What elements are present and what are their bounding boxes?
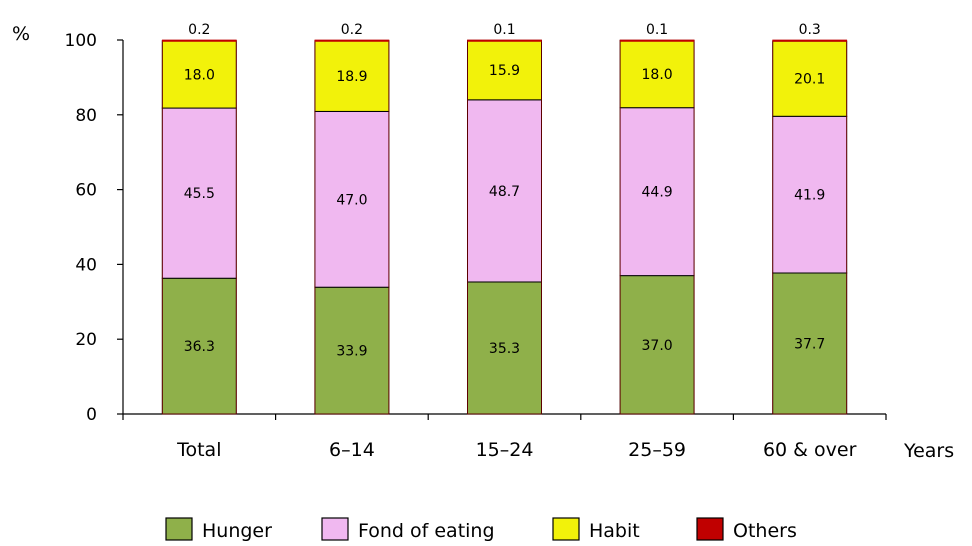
y-tick-label: 100: [65, 31, 97, 51]
legend-swatch-hunger: [165, 517, 193, 541]
y-unit-label: %: [12, 23, 30, 45]
data-label: 18.0: [184, 67, 215, 83]
data-label: 37.7: [794, 337, 825, 353]
bar-segment-fond-of-eating: [314, 110, 390, 288]
legend-label: Hunger: [202, 520, 272, 542]
legend-label: Others: [733, 520, 797, 542]
bar-segment-fond-of-eating: [619, 107, 695, 277]
bar-outline: [314, 39, 390, 415]
axes: 0 20 40 60 80 100 Total 6–14 15–24 25–59 60 & over: [65, 31, 887, 461]
data-label: 0.1: [646, 22, 668, 38]
bar-segment-habit: [772, 40, 848, 117]
data-label: 45.5: [184, 186, 215, 202]
x-category-label: Total: [176, 439, 221, 461]
data-label: 36.3: [184, 339, 215, 355]
data-label: 15.9: [489, 63, 520, 79]
bar-segment-habit: [619, 39, 695, 109]
legend-label: Fond of eating: [358, 520, 495, 542]
data-label: 48.7: [489, 184, 520, 200]
data-label: 0.3: [799, 22, 821, 38]
y-tick-label: 40: [75, 255, 97, 275]
bars: 36.3 45.5 18.0 0.2 33.9 47.0 18.9 0.2 35.3 48.7 15…: [161, 22, 848, 415]
data-label: 0.2: [188, 22, 210, 38]
bar-outline: [772, 39, 848, 415]
data-label: 20.1: [794, 72, 825, 88]
x-category-label: 6–14: [329, 439, 375, 461]
x-category-label: 60 & over: [763, 439, 857, 461]
data-label: 18.0: [642, 67, 673, 83]
bar-segment-habit: [314, 40, 390, 112]
bar-outline: [467, 39, 542, 415]
x-category-label: 15–24: [476, 439, 534, 461]
data-label: 33.9: [336, 344, 367, 360]
data-label: 0.1: [493, 22, 515, 38]
legend-swatch-fond-of-eating: [321, 517, 349, 541]
bar-segment-hunger: [161, 277, 237, 415]
data-label: 47.0: [336, 192, 367, 208]
bar-outline: [619, 39, 695, 415]
legend-label: Habit: [589, 520, 640, 542]
bar-segment-hunger: [772, 272, 848, 415]
legend: Hunger Fond of eating Habit Others: [165, 517, 797, 542]
bar-segment-habit: [467, 39, 542, 101]
bar-segment-habit: [161, 40, 237, 109]
x-unit-label: Years: [903, 440, 954, 462]
x-category-label: 25–59: [628, 439, 686, 461]
data-label: 0.2: [341, 22, 363, 38]
y-tick-label: 0: [86, 405, 97, 425]
data-label: 44.9: [642, 185, 673, 201]
data-label: 37.0: [642, 338, 673, 354]
data-label: 18.9: [336, 69, 367, 85]
y-tick-label: 80: [75, 106, 97, 126]
y-tick-label: 20: [75, 330, 97, 350]
data-label: 41.9: [794, 188, 825, 204]
bar-outline: [161, 39, 237, 415]
y-tick-label: 60: [75, 181, 97, 201]
bar-segment-hunger: [619, 275, 695, 415]
bar-segment-hunger: [467, 281, 542, 415]
legend-swatch-others: [696, 517, 724, 541]
data-label: 35.3: [489, 341, 520, 357]
legend-swatch-habit: [552, 517, 580, 541]
